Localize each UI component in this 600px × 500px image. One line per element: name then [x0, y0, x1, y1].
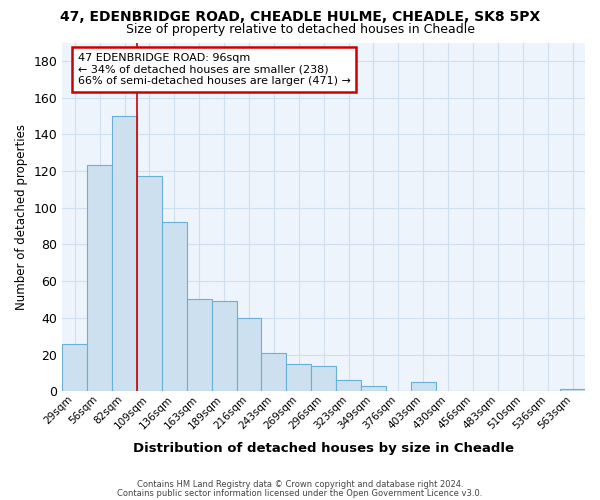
Bar	[311, 366, 336, 392]
Bar	[162, 222, 187, 392]
Text: 47 EDENBRIDGE ROAD: 96sqm
← 34% of detached houses are smaller (238)
66% of semi: 47 EDENBRIDGE ROAD: 96sqm ← 34% of detac…	[78, 53, 351, 86]
Bar	[212, 302, 236, 392]
Text: Contains public sector information licensed under the Open Government Licence v3: Contains public sector information licen…	[118, 488, 482, 498]
Y-axis label: Number of detached properties: Number of detached properties	[15, 124, 28, 310]
Bar	[137, 176, 162, 392]
Bar	[262, 352, 286, 392]
Bar	[236, 318, 262, 392]
Bar	[87, 166, 112, 392]
Bar	[336, 380, 361, 392]
Bar	[361, 386, 386, 392]
Bar	[286, 364, 311, 392]
Text: Contains HM Land Registry data © Crown copyright and database right 2024.: Contains HM Land Registry data © Crown c…	[137, 480, 463, 489]
Bar	[411, 382, 436, 392]
Bar	[187, 300, 212, 392]
Bar	[560, 390, 585, 392]
Text: Size of property relative to detached houses in Cheadle: Size of property relative to detached ho…	[125, 22, 475, 36]
X-axis label: Distribution of detached houses by size in Cheadle: Distribution of detached houses by size …	[133, 442, 514, 455]
Text: 47, EDENBRIDGE ROAD, CHEADLE HULME, CHEADLE, SK8 5PX: 47, EDENBRIDGE ROAD, CHEADLE HULME, CHEA…	[60, 10, 540, 24]
Bar	[112, 116, 137, 392]
Bar	[62, 344, 87, 392]
